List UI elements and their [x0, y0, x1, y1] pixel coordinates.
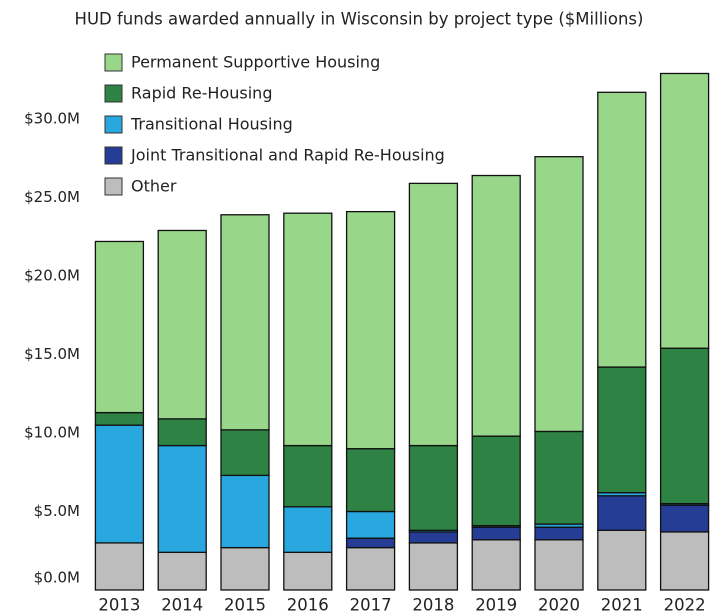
bar-segment — [408, 542, 459, 591]
bar-segment — [283, 444, 333, 508]
bar-segment — [534, 156, 584, 433]
legend-label: Permanent Supportive Housing — [131, 53, 380, 72]
legend-swatch — [104, 84, 123, 103]
bar-segment — [534, 526, 584, 541]
bar-segment — [220, 214, 270, 431]
bar-segment — [94, 542, 145, 591]
bar-segment — [471, 435, 521, 527]
bar-segment — [345, 546, 396, 591]
bar-segment — [471, 539, 521, 591]
bar-segment — [220, 474, 270, 549]
bar-segment — [471, 526, 521, 541]
x-tick-label: 2013 — [98, 596, 140, 615]
bar-segment — [345, 537, 396, 549]
bar-segment — [597, 91, 647, 368]
chart-subtitle: HUD funds awarded annually in Wisconsin … — [75, 10, 644, 29]
x-tick-label: 2016 — [287, 596, 329, 615]
bar-segment — [94, 411, 145, 426]
bar-segment — [345, 448, 396, 513]
bar-segment — [659, 504, 710, 533]
bar-segment — [157, 418, 207, 447]
bar-segment — [408, 182, 459, 447]
bar-segment — [471, 174, 521, 437]
x-tick-label: 2018 — [412, 596, 454, 615]
bar-segment — [597, 529, 647, 591]
bar-segment — [220, 429, 270, 477]
legend-swatch — [104, 146, 123, 165]
bar-segment — [283, 551, 333, 591]
y-tick-label: $20.0M — [24, 267, 80, 285]
bar-segment — [157, 229, 207, 420]
legend-label: Joint Transitional and Rapid Re-Housing — [130, 146, 445, 165]
bar-segment — [659, 347, 710, 505]
bar-segment — [597, 495, 647, 531]
bar-segment — [597, 366, 647, 494]
bar-segment — [408, 444, 459, 531]
bar-segment — [283, 212, 333, 447]
bar-segment — [534, 430, 584, 525]
legend-swatch — [104, 53, 123, 72]
bar-segment — [157, 551, 207, 591]
legend-label: Other — [131, 177, 177, 196]
legend-label: Rapid Re-Housing — [131, 84, 272, 103]
bar-segment — [345, 510, 396, 539]
legend-swatch — [104, 115, 123, 134]
bar-segment — [220, 546, 270, 591]
x-tick-label: 2014 — [161, 596, 203, 615]
bar-segment — [283, 506, 333, 553]
x-tick-label: 2022 — [664, 596, 706, 615]
legend-label: Transitional Housing — [130, 115, 293, 134]
y-tick-label: $25.0M — [24, 188, 80, 206]
bar-segment — [94, 424, 145, 544]
bar-segment — [659, 72, 710, 349]
x-tick-label: 2021 — [601, 596, 643, 615]
y-tick-label: $30.0M — [24, 110, 80, 128]
y-tick-label: $15.0M — [24, 345, 80, 363]
legend-swatch — [104, 177, 123, 196]
x-tick-label: 2019 — [475, 596, 517, 615]
bar-segment — [534, 539, 584, 591]
x-tick-label: 2020 — [538, 596, 580, 615]
x-tick-label: 2017 — [350, 596, 392, 615]
x-tick-label: 2015 — [224, 596, 266, 615]
bar-segment — [659, 531, 710, 591]
y-tick-label: $5.0M — [34, 502, 80, 520]
bar-segment — [345, 210, 396, 450]
bar-segment — [157, 444, 207, 553]
bar-segment — [408, 531, 459, 544]
bar-segment — [94, 240, 145, 414]
y-tick-label: $0.0M — [34, 569, 80, 587]
y-tick-label: $10.0M — [24, 424, 80, 442]
